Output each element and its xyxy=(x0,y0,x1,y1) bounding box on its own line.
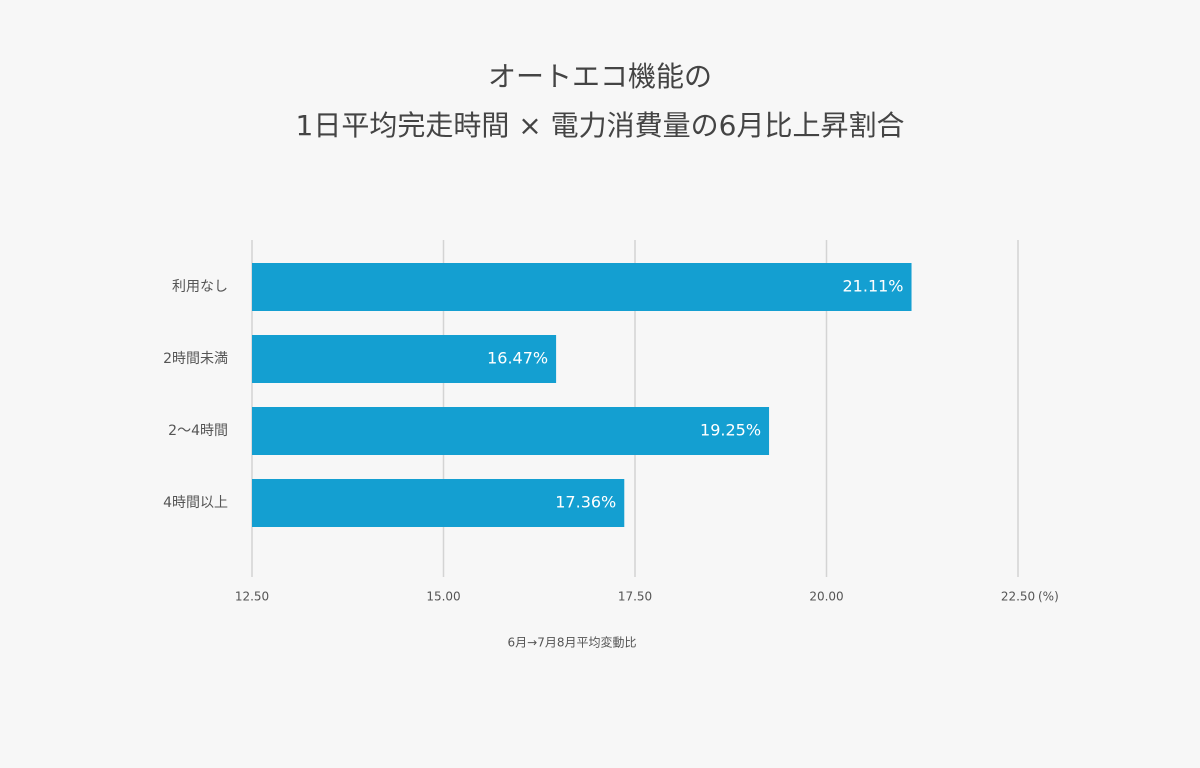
x-axis-label: 6月→7月8月平均変動比 xyxy=(508,635,637,650)
x-tick-label: 20.00 xyxy=(809,590,843,604)
x-tick-label: 12.50 xyxy=(235,590,269,604)
y-tick-label: 2時間未満 xyxy=(163,351,228,367)
value-label: 16.47% xyxy=(487,349,548,368)
bar xyxy=(252,263,912,311)
value-label: 17.36% xyxy=(555,493,616,512)
bar xyxy=(252,407,770,455)
y-tick-label: 利用なし xyxy=(172,279,228,295)
y-tick-label: 4時間以上 xyxy=(163,495,228,511)
x-unit: (%) xyxy=(1038,590,1059,604)
value-label: 19.25% xyxy=(700,421,761,440)
value-label: 21.11% xyxy=(843,277,904,296)
x-tick-label: 17.50 xyxy=(618,590,652,604)
chart-title: オートエコ機能の xyxy=(488,60,712,93)
y-tick-label: 2〜4時間 xyxy=(168,423,228,439)
x-tick-label: 22.50 xyxy=(1001,590,1035,604)
bar xyxy=(252,335,557,383)
bar xyxy=(252,479,625,527)
x-tick-label: 15.00 xyxy=(426,590,460,604)
chart-title: 1日平均完走時間 × 電力消費量の6月比上昇割合 xyxy=(296,109,905,142)
